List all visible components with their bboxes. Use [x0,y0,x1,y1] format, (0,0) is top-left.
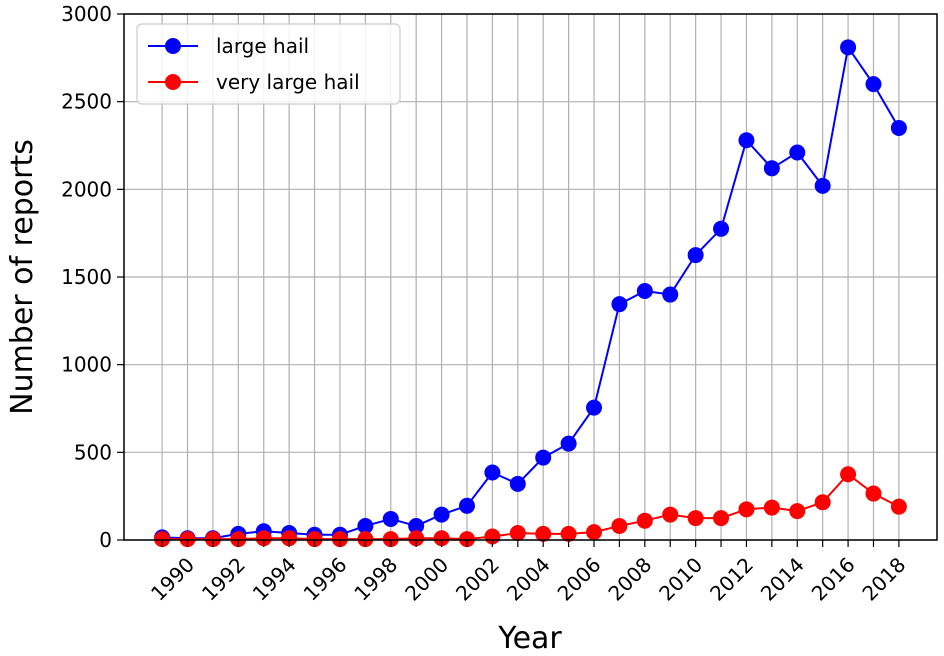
x-tick-label: 1998 [349,553,402,606]
x-tick-label: 2018 [857,553,910,606]
x-tick-label: 1994 [248,553,301,606]
data-point-large-hail [890,119,907,136]
x-axis-title: Year [497,621,562,656]
y-tick-label: 0 [99,528,112,552]
x-tick-label: 1992 [197,553,250,606]
data-point-very-large-hail [763,499,780,516]
data-point-very-large-hail [331,531,348,548]
y-axis: 0 500 1000 1500 2000 2500 3000 [61,2,124,552]
series-line-large-hail [162,44,900,540]
y-tick-label: 500 [74,440,112,464]
data-point-very-large-hail [535,525,552,542]
x-tick-label: 2014 [756,553,809,606]
data-point-large-hail [814,177,831,194]
data-point-large-hail [713,220,730,237]
x-tick-label: 2012 [705,553,758,606]
legend-label-large-hail: large hail [216,34,309,58]
x-tick-label: 2010 [654,553,707,606]
data-point-large-hail [662,286,679,303]
legend-marker-very-large-hail [165,74,181,90]
data-point-very-large-hail [306,531,323,548]
x-tick-label: 2006 [553,553,606,606]
data-point-very-large-hail [865,485,882,502]
data-point-large-hail [789,144,806,161]
data-point-large-hail [382,510,399,527]
y-tick-label: 1000 [61,353,112,377]
data-point-very-large-hail [408,530,425,547]
data-point-very-large-hail [611,517,628,534]
series-layer [154,39,907,548]
y-tick-label: 1500 [61,265,112,289]
legend: large hail very large hail [136,23,401,105]
data-point-large-hail [484,464,501,481]
data-point-very-large-hail [281,530,298,547]
data-point-large-hail [357,517,374,534]
data-point-very-large-hail [662,506,679,523]
data-point-large-hail [433,506,450,523]
data-point-very-large-hail [154,531,171,548]
data-point-large-hail [865,76,882,93]
data-point-very-large-hail [255,530,272,547]
data-point-large-hail [408,517,425,534]
data-point-very-large-hail [560,525,577,542]
x-tick-label: 2008 [603,553,656,606]
y-tick-label: 2500 [61,90,112,114]
data-point-very-large-hail [230,531,247,548]
data-point-very-large-hail [586,524,603,541]
data-point-large-hail [586,399,603,416]
x-tick-label: 2016 [807,553,860,606]
y-tick-label: 3000 [61,2,112,26]
data-point-very-large-hail [738,501,755,518]
data-point-large-hail [611,296,628,313]
legend-marker-large-hail [165,38,181,54]
data-point-large-hail [560,435,577,452]
x-tick-label: 2002 [451,553,504,606]
legend-box [136,23,401,105]
x-axis: 1990199219941996199820002002200420062008… [146,540,910,606]
data-point-large-hail [840,39,857,56]
x-tick-label: 1996 [299,553,352,606]
data-point-large-hail [636,283,653,300]
x-tick-label: 2000 [400,553,453,606]
data-point-very-large-hail [636,512,653,529]
data-point-large-hail [687,247,704,264]
y-axis-title: Number of reports [5,139,40,415]
data-point-very-large-hail [357,531,374,548]
data-point-very-large-hail [382,531,399,548]
data-point-large-hail [535,449,552,466]
y-tick-label: 2000 [61,177,112,201]
data-point-very-large-hail [509,524,526,541]
x-tick-label: 2004 [502,553,555,606]
legend-label-very-large-hail: very large hail [216,70,360,94]
data-point-very-large-hail [789,503,806,520]
data-point-large-hail [763,160,780,177]
data-point-very-large-hail [179,531,196,548]
data-point-very-large-hail [458,531,475,548]
data-point-very-large-hail [890,498,907,515]
data-point-large-hail [458,497,475,514]
data-point-very-large-hail [433,530,450,547]
data-point-very-large-hail [840,466,857,483]
data-point-very-large-hail [814,494,831,511]
data-point-very-large-hail [204,531,221,548]
x-tick-label: 1990 [146,553,199,606]
data-point-very-large-hail [713,510,730,527]
data-point-large-hail [738,132,755,149]
data-point-large-hail [509,475,526,492]
series-line-very-large-hail [162,472,900,541]
data-point-very-large-hail [687,510,704,527]
